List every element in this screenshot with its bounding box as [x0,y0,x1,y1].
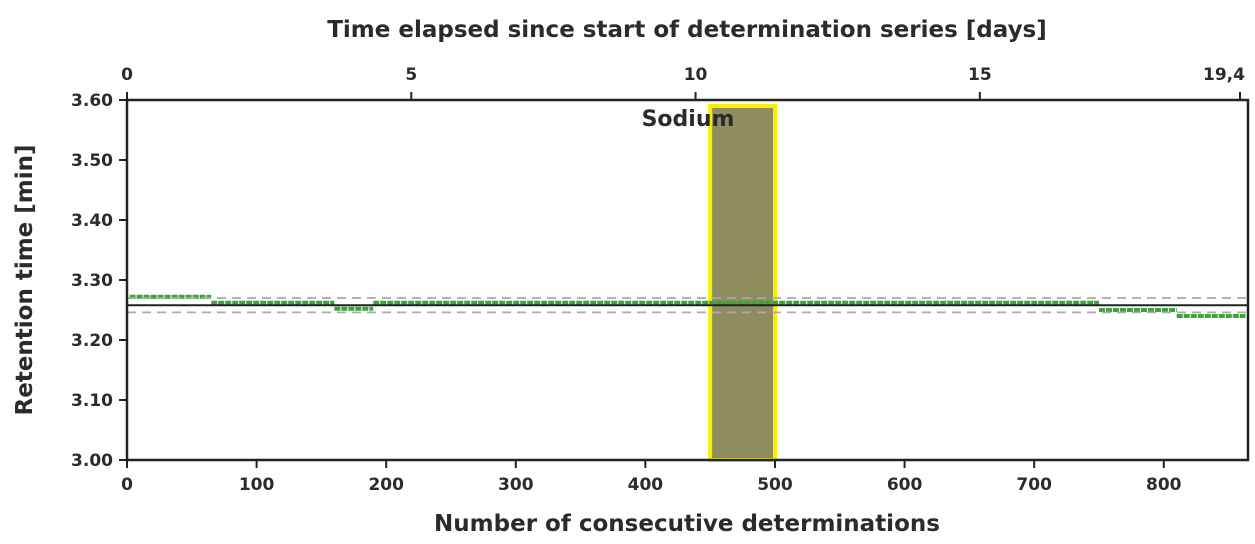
x-tick-label: 400 [628,475,664,495]
x-tick-label: 500 [757,475,793,495]
x-tick-label: 0 [121,475,133,495]
x-axis-title: Number of consecutive determinations [434,511,940,537]
top-axis-title: Time elapsed since start of determinatio… [327,17,1047,43]
y-tick-label: 3.40 [71,211,113,231]
plot-frame [125,98,1250,462]
ticks-layer: 0 100 200 300 400 500 600 700 8003.003.103.203.3… [71,65,1245,495]
highlight-box [708,104,777,462]
y-tick-label: 3.50 [71,151,113,171]
top-tick-label: 19,4 [1203,65,1245,85]
x-tick-label: 100 [239,475,275,495]
y-tick-label: 3.20 [71,331,113,351]
x-tick-label: 600 [887,475,923,495]
y-tick-label: 3.30 [71,271,113,291]
y-axis-title: Retention time [min] [12,144,38,415]
x-tick-label: 800 [1146,475,1182,495]
y-tick-label: 3.60 [71,91,113,111]
highlight-layer [708,104,777,462]
top-tick-label: 5 [405,65,417,85]
y-tick-label: 3.00 [71,451,113,471]
reference-lines-layer [127,297,1248,314]
series-layer [129,294,1246,318]
y-tick-label: 3.10 [71,391,113,411]
x-tick-label: 200 [368,475,404,495]
series-label-sodium: Sodium [642,107,735,132]
x-tick-label: 700 [1016,475,1052,495]
x-tick-label: 300 [498,475,534,495]
top-tick-label: 15 [968,65,992,85]
top-tick-label: 10 [684,65,708,85]
top-tick-label: 0 [121,65,133,85]
